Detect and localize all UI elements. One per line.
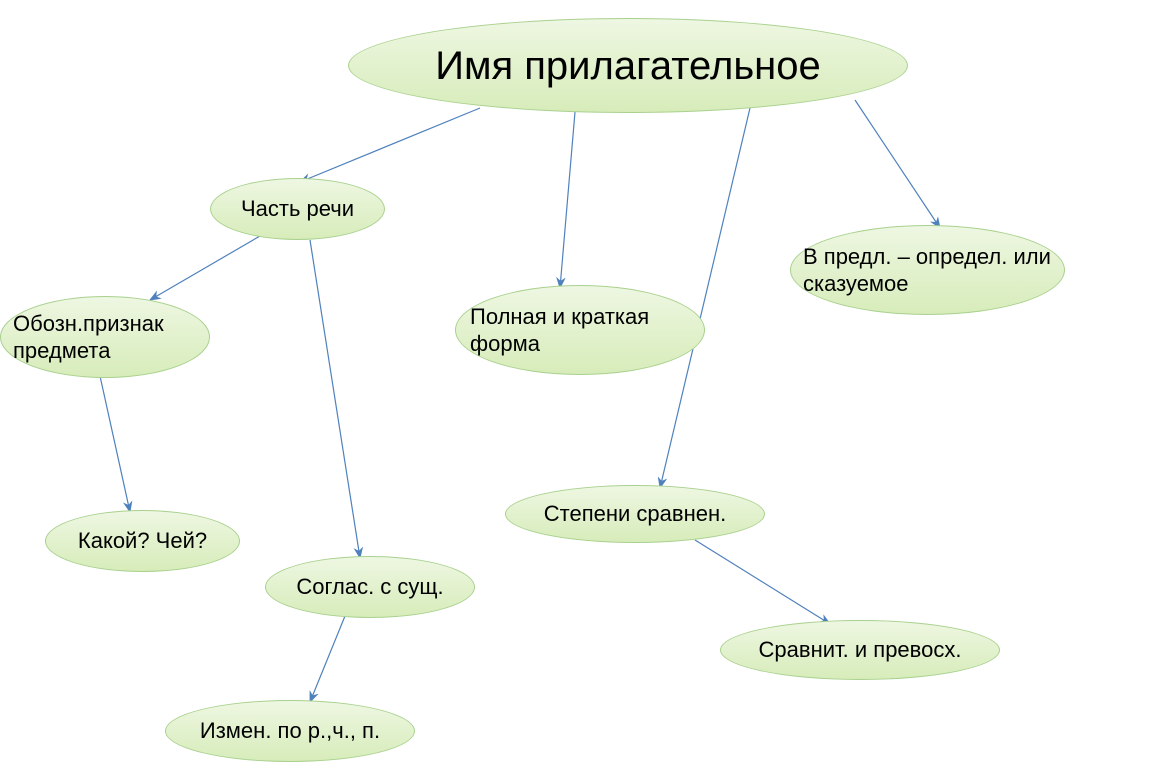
- node-izmen: Измен. по р.,ч., п.: [165, 700, 415, 762]
- node-obozn: Обозн.признак предмета: [0, 296, 210, 378]
- edge-part-soglas: [310, 240, 360, 558]
- node-label: Степени сравнен.: [544, 500, 726, 528]
- node-soglas: Соглас. с сущ.: [265, 556, 475, 618]
- node-label: Имя прилагательное: [435, 41, 821, 91]
- edge-soglas-izmen: [310, 616, 345, 702]
- node-label: Часть речи: [241, 195, 354, 223]
- node-vpredl: В предл. – определ. или сказуемое: [790, 225, 1065, 315]
- node-root: Имя прилагательное: [348, 18, 908, 113]
- node-label: Сравнит. и превосх.: [759, 636, 962, 664]
- node-label: Измен. по р.,ч., п.: [200, 717, 380, 745]
- node-part: Часть речи: [210, 178, 385, 240]
- edge-root-vpredl: [855, 100, 940, 228]
- edge-obozn-kakoy: [100, 376, 130, 512]
- edge-root-stepen: [660, 108, 750, 488]
- edge-stepen-sravn: [695, 540, 830, 624]
- node-label: Полная и краткая форма: [470, 303, 704, 358]
- node-label: Соглас. с сущ.: [296, 573, 443, 601]
- edge-part-obozn: [150, 236, 260, 300]
- edge-root-polnaya: [560, 112, 575, 288]
- edge-root-part: [300, 108, 480, 182]
- node-label: Обозн.признак предмета: [13, 310, 209, 365]
- node-kakoy: Какой? Чей?: [45, 510, 240, 572]
- node-label: Какой? Чей?: [78, 527, 207, 555]
- node-polnaya: Полная и краткая форма: [455, 285, 705, 375]
- node-sravn: Сравнит. и превосх.: [720, 620, 1000, 680]
- node-stepen: Степени сравнен.: [505, 485, 765, 543]
- node-label: В предл. – определ. или сказуемое: [803, 243, 1064, 298]
